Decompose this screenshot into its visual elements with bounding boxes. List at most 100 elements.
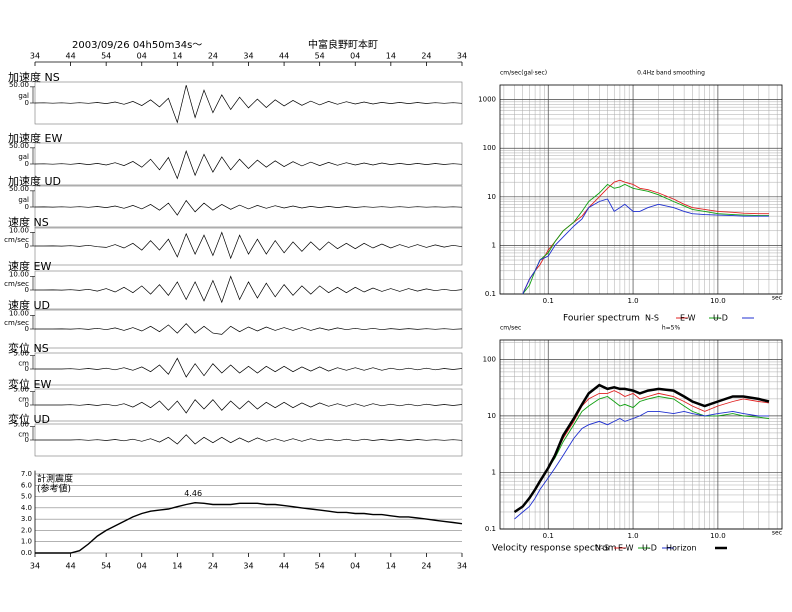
y-tick-label: 50.00 [9, 81, 29, 89]
y-tick-label: 0 [25, 325, 29, 333]
trace-frame [34, 270, 463, 310]
trace-name: 加速度 NS [8, 70, 60, 84]
x-tick-label: 24 [421, 562, 431, 571]
x-tick-label: 04 [350, 562, 360, 571]
y-label-note: (参考値) [37, 483, 71, 495]
y-unit: gal [18, 196, 29, 204]
y-tick-label: 0 [25, 436, 29, 444]
y-tick-label: 3.0 [21, 515, 32, 523]
chart-subtitle: 中富良野町本町 [308, 38, 378, 51]
x-tick-label: 34 [457, 562, 467, 571]
chart-title: 2003/09/26 04h50m34s～ [72, 40, 202, 51]
y-tick-label: 0 [25, 401, 29, 409]
y-tick-label: 100 [483, 355, 496, 363]
y-tick-label: 1000 [478, 96, 496, 104]
trace-name: 変位 UD [8, 412, 50, 426]
y-tick-label: 2.0 [21, 526, 32, 534]
y-tick-label: 50.00 [9, 142, 29, 150]
x-tick-label: 24 [421, 52, 431, 61]
x-tick-label: 34 [30, 562, 40, 571]
y-tick-label: 10.00 [9, 309, 29, 317]
y-tick-label: 6.0 [21, 481, 32, 489]
plot-frame [499, 84, 783, 295]
y-unit: cm/sec [4, 236, 29, 244]
trace-name: 加速度 UD [8, 174, 61, 188]
waveform [35, 231, 463, 260]
waveform [34, 85, 463, 124]
y-unit: cm [18, 395, 29, 403]
y-label: cm/sec [500, 325, 521, 332]
y-tick-label: 0.1 [485, 525, 496, 533]
x-tick-label: 54 [101, 52, 111, 61]
y-unit: cm [18, 359, 29, 367]
x-tick-label: 0.1 [543, 297, 554, 305]
y-tick-label: 10.00 [9, 270, 29, 278]
x-tick-label: 10.0 [710, 297, 726, 305]
y-tick-label: 0 [25, 365, 29, 373]
y-tick-label: 5.00 [13, 421, 29, 429]
x-tick-label: 34 [30, 52, 40, 61]
legend-label: U-D [713, 314, 728, 323]
x-tick-label: 1.0 [627, 532, 638, 540]
y-tick-label: 0 [25, 160, 29, 168]
trace-name: 変位 EW [8, 377, 51, 391]
x-tick-label: 14 [386, 562, 396, 571]
y-tick-label: 7.0 [21, 470, 32, 478]
y-unit: gal [18, 92, 29, 100]
waveform [34, 150, 463, 180]
y-unit: cm [18, 430, 29, 438]
y-tick-label: 50.00 [9, 185, 29, 193]
y-tick-label: 1 [492, 241, 496, 249]
y-tick-label: 0 [25, 242, 29, 250]
y-tick-label: 0.0 [21, 549, 32, 557]
legend-label: Horizon [666, 544, 697, 553]
legend-title: Fourier spectrum [563, 314, 640, 324]
legend-label: N-S [645, 314, 659, 323]
spectrum-line [514, 390, 770, 513]
x-tick-label: 54 [315, 562, 325, 571]
trace-name: 変位 NS [8, 341, 49, 355]
intensity-line [35, 501, 463, 554]
spectrum-line [514, 410, 769, 520]
chart-subtitle: h=5% [662, 325, 681, 332]
y-label: cm/sec(gal·sec) [500, 70, 547, 77]
x-tick-label: 24 [208, 562, 218, 571]
y-unit: cm/sec [4, 280, 29, 288]
waveform [35, 434, 463, 445]
x-tick-label: 44 [65, 52, 75, 61]
x-tick-label: 44 [279, 52, 289, 61]
y-tick-label: 1 [492, 468, 496, 476]
x-unit: sec [772, 530, 782, 537]
x-tick-label: 54 [101, 562, 111, 571]
x-tick-label: 10.0 [710, 532, 726, 540]
waveform [35, 275, 463, 304]
x-tick-label: 34 [243, 52, 253, 61]
x-tick-label: 04 [350, 52, 360, 61]
x-tick-label: 44 [65, 562, 75, 571]
legend-label: U-D [642, 544, 657, 553]
peak-annotation: 4.46 [184, 489, 202, 498]
chart-subtitle: 0.4Hz band smoothing [637, 70, 705, 77]
x-tick-label: 0.1 [543, 532, 554, 540]
trace-name: 速度 EW [8, 259, 51, 273]
trace-name: 加速度 EW [8, 131, 62, 145]
x-tick-label: 14 [172, 562, 182, 571]
y-tick-label: 5.00 [13, 386, 29, 394]
x-tick-label: 14 [172, 52, 182, 61]
y-tick-label: 1.0 [21, 538, 32, 546]
plot-frame [499, 339, 783, 530]
waveform [35, 399, 463, 414]
y-tick-label: 4.0 [21, 504, 32, 512]
y-tick-label: 5.0 [21, 493, 32, 501]
trace-frame [34, 226, 463, 266]
y-tick-label: 10 [487, 193, 496, 201]
y-tick-label: 0.1 [485, 290, 496, 298]
y-unit: cm/sec [4, 319, 29, 327]
x-tick-label: 24 [208, 52, 218, 61]
waveform [35, 323, 463, 335]
y-unit: gal [18, 153, 29, 161]
spectrum-line [513, 383, 770, 514]
legend-label: E-W [618, 544, 634, 553]
